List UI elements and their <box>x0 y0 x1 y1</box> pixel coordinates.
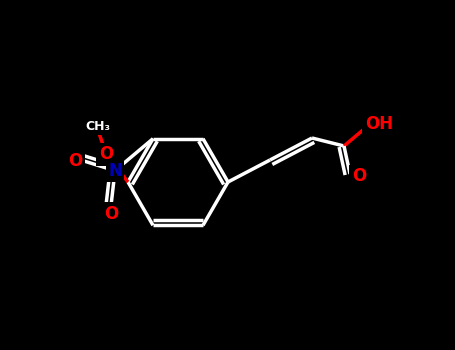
Text: CH₃: CH₃ <box>86 120 111 133</box>
Text: O: O <box>99 145 113 163</box>
Text: O: O <box>104 205 118 223</box>
Text: OH: OH <box>365 115 393 133</box>
Text: N: N <box>108 162 122 180</box>
Text: O: O <box>352 167 366 185</box>
Text: O: O <box>68 152 82 170</box>
